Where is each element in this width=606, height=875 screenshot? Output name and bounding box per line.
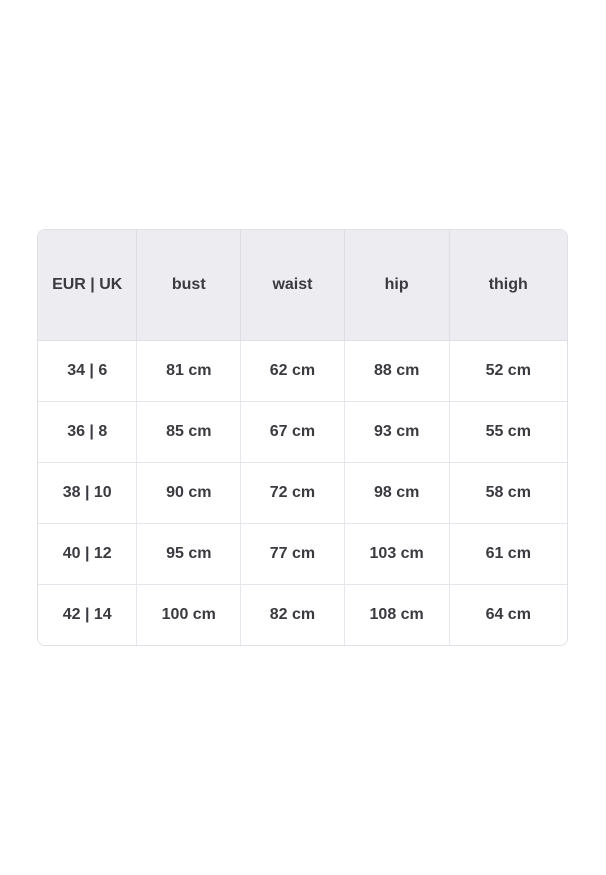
measurement-cell: 67 cm bbox=[241, 402, 345, 463]
measurement-cell: 58 cm bbox=[449, 463, 567, 524]
size-cell: 42 | 14 bbox=[38, 585, 138, 645]
measurement-cell: 103 cm bbox=[344, 524, 450, 585]
table-row: 38 | 10 90 cm 72 cm 98 cm 58 cm bbox=[38, 463, 567, 524]
measurement-cell: 64 cm bbox=[449, 585, 567, 645]
measurement-cell: 82 cm bbox=[241, 585, 345, 645]
measurement-cell: 85 cm bbox=[137, 402, 242, 463]
column-header: thigh bbox=[449, 230, 567, 341]
measurement-cell: 100 cm bbox=[137, 585, 242, 645]
measurement-cell: 95 cm bbox=[137, 524, 242, 585]
measurement-cell: 77 cm bbox=[241, 524, 345, 585]
measurement-cell: 55 cm bbox=[449, 402, 567, 463]
measurement-cell: 72 cm bbox=[241, 463, 345, 524]
column-header: EUR | UK bbox=[38, 230, 138, 341]
size-chart-body: 34 | 6 81 cm 62 cm 88 cm 52 cm 36 | 8 85 cm 67 … bbox=[38, 341, 567, 645]
measurement-cell: 61 cm bbox=[449, 524, 567, 585]
table-row: 40 | 12 95 cm 77 cm 103 cm 61 cm bbox=[38, 524, 567, 585]
size-cell: 40 | 12 bbox=[38, 524, 138, 585]
measurement-cell: 98 cm bbox=[344, 463, 450, 524]
measurement-cell: 93 cm bbox=[344, 402, 450, 463]
measurement-cell: 52 cm bbox=[449, 341, 567, 402]
size-chart-header: EUR | UK bust waist hip thigh bbox=[38, 230, 567, 341]
size-cell: 34 | 6 bbox=[38, 341, 138, 402]
measurement-cell: 62 cm bbox=[241, 341, 345, 402]
table-row: 42 | 14 100 cm 82 cm 108 cm 64 cm bbox=[38, 585, 567, 645]
size-cell: 38 | 10 bbox=[38, 463, 138, 524]
size-chart-card: EUR | UK bust waist hip thigh 34 | 6 81 cm 62 … bbox=[37, 229, 568, 646]
measurement-cell: 108 cm bbox=[344, 585, 450, 645]
measurement-cell: 81 cm bbox=[137, 341, 242, 402]
column-header: waist bbox=[241, 230, 345, 341]
table-row: 36 | 8 85 cm 67 cm 93 cm 55 cm bbox=[38, 402, 567, 463]
measurement-cell: 90 cm bbox=[137, 463, 242, 524]
size-chart-table: EUR | UK bust waist hip thigh 34 | 6 81 cm 62 … bbox=[38, 230, 567, 645]
measurement-cell: 88 cm bbox=[344, 341, 450, 402]
column-header: hip bbox=[344, 230, 450, 341]
header-row: EUR | UK bust waist hip thigh bbox=[38, 230, 567, 341]
table-row: 34 | 6 81 cm 62 cm 88 cm 52 cm bbox=[38, 341, 567, 402]
size-cell: 36 | 8 bbox=[38, 402, 138, 463]
column-header: bust bbox=[137, 230, 242, 341]
